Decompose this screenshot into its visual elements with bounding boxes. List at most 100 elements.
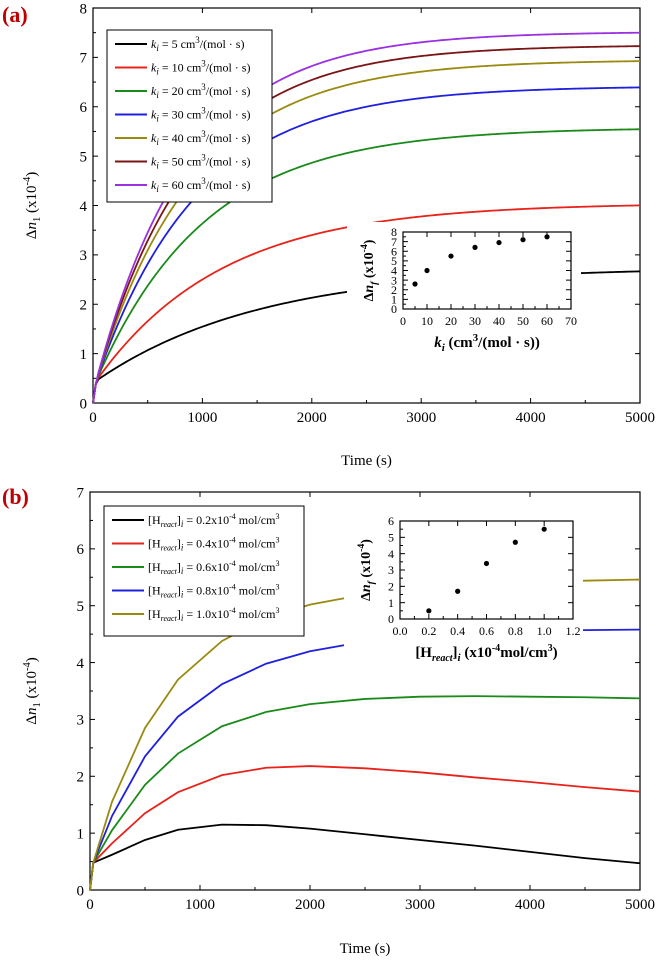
panel-b-legend: [Hreact]i = 0.2x10-4 mol/cm3 [Hreact]i = … (103, 505, 305, 637)
panel-a-inset-point (544, 234, 550, 240)
panel-b-inset-y-axis-label: Δnf (x10-4) (356, 539, 377, 601)
panel-b-y-tick-label: 2 (77, 770, 85, 786)
panel-a-y-tick-label: 8 (80, 1, 88, 17)
panel-a-y-tick-label: 7 (80, 51, 88, 67)
panel-b-inset-x-tick-label: 1.2 (566, 624, 581, 638)
panel-b-x-axis-label: Time (s) (340, 941, 391, 957)
panel-a-inset-y-tick-label: 7 (391, 235, 397, 249)
panel-b-legend-entry-2: [Hreact]i = 0.4x10-4 mol/cm3 (148, 536, 279, 553)
panel-b-inset-x-tick-label: 0.6 (479, 624, 494, 638)
panel-b-inset-x-tick-label: 1.0 (537, 624, 552, 638)
panel-b-x-tick-label: 5000 (625, 897, 655, 913)
panel-b-inset-plot-frame (399, 520, 574, 620)
panel-b-inset-x-axis-label: [Hreact]i (x10-4mol/cm3) (415, 643, 557, 664)
panel-b: (b) 0 1000 2000 3000 4000 5000 0 1 2 3 4 5 6 7 Time (s)… (2, 484, 655, 957)
panel-a-label: (a) (2, 2, 28, 27)
panel-b-legend-entry-1: [Hreact]i = 0.2x10-4 mol/cm3 (148, 512, 279, 529)
panel-a-legend-entry-7: ki = 60 cm3/(mol · s) (151, 176, 250, 194)
panel-a-x-tick-label: 2000 (297, 410, 327, 426)
panel-b-y-tick-label: 1 (77, 826, 85, 842)
panel-a-inset-y-tick-label: 4 (391, 264, 397, 278)
panel-a-y-tick-label: 6 (80, 100, 88, 116)
panel-a-y-tick-label: 0 (80, 396, 88, 412)
panel-b-label: (b) (2, 484, 29, 509)
panel-b-series-line-3 (89, 695, 641, 891)
panel-b-inset-y-tick-label: 3 (388, 563, 394, 577)
panel-b-inset-y-tick-label: 5 (388, 531, 394, 545)
panel-a-x-tick-label: 5000 (625, 410, 655, 426)
panel-b-inset-y-tick-label: 0 (388, 612, 394, 626)
panel-a-inset-x-tick-label: 10 (421, 314, 433, 328)
panel-a-y-tick-label: 4 (80, 199, 88, 215)
panel-a-x-tick-label: 0 (89, 410, 97, 426)
panel-a-series-line-4 (92, 86, 641, 404)
panel-a-y-tick-label: 2 (80, 298, 88, 314)
panel-a-legend-entry-3: ki = 20 cm3/(mol · s) (151, 82, 250, 100)
panel-a-inset-y-tick-label: 8 (391, 225, 397, 239)
panel-b-legend-entry-5: [Hreact]i = 1.0x10-4 mol/cm3 (148, 606, 279, 623)
panel-a-inset-point (448, 253, 454, 259)
panel-a-inset-y-tick-label: 6 (391, 244, 397, 258)
panel-b-y-tick-label: 6 (77, 542, 85, 558)
panel-a-legend-box (106, 29, 273, 203)
panel-a-inset-point (424, 267, 430, 274)
panel-a-inset-x-tick-label: 60 (541, 314, 553, 328)
panel-a-y-axis-label: Δn1 (x10-4) (22, 172, 43, 239)
panel-a-inset-y-tick-label: 2 (391, 283, 397, 297)
panel-a-inset-x-tick-label: 30 (469, 314, 481, 328)
panel-a-inset-point (496, 239, 502, 246)
panel-b-legend-entry-3: [Hreact]i = 0.6x10-4 mol/cm3 (148, 559, 279, 576)
panel-a-inset-y-tick-label: 3 (391, 273, 397, 287)
panel-b-inset-y-tick-label: 4 (388, 547, 394, 561)
panel-b-y-axis-label: Δn1 (x10-4) (22, 657, 43, 724)
panel-b-inset-y-tick-label: 1 (388, 596, 394, 610)
panel-a-inset-y-tick-label: 0 (391, 302, 397, 316)
panel-a-y-tick-label: 5 (80, 149, 88, 165)
panel-a-y-tick-label: 1 (80, 347, 88, 363)
panel-b-x-tick-label: 1000 (185, 897, 215, 913)
panel-b-inset-x-tick-label: 0.2 (421, 624, 436, 638)
panel-b-inset-point (483, 560, 490, 567)
panel-a-x-tick-label: 1000 (187, 410, 217, 426)
panel-b-series-line-1 (89, 823, 641, 891)
panel-a-inset-x-tick-label: 50 (517, 314, 529, 328)
panel-b-inset-point (512, 539, 518, 545)
panel-a-inset-x-tick-label: 0 (400, 314, 406, 328)
panel-b-inset-y-tick-label: 2 (388, 580, 394, 594)
panel-b-inset-x-tick-label: 0.4 (450, 624, 465, 638)
panel-b-inset-x-tick-label: 0.0 (393, 624, 408, 638)
panel-b-inset-point (541, 526, 547, 532)
panel-b-y-tick-label: 7 (77, 485, 85, 501)
panel-a-legend: ki = 5 cm3/(mol · s) ki = 10 cm3/(mol · s… (106, 29, 273, 203)
panel-a-inset-x-tick-label: 40 (493, 314, 505, 328)
panel-a-inset-x-tick-label: 70 (565, 314, 577, 328)
panel-a-legend-entry-6: ki = 50 cm3/(mol · s) (151, 153, 250, 171)
panel-b-x-tick-label: 3000 (405, 897, 435, 913)
panel-b-y-tick-label: 5 (77, 599, 85, 615)
panel-a-inset-plot-frame (402, 231, 572, 310)
panel-b-inset-point (426, 608, 432, 614)
panel-b-inset-y-tick-label: 6 (388, 514, 394, 528)
panel-a-inset-point (472, 244, 478, 250)
panel-a-inset-point (412, 281, 418, 287)
panel-a-series-line-3 (92, 128, 641, 404)
panel-a-legend-entry-5: ki = 40 cm3/(mol · s) (151, 129, 250, 147)
panel-a-inset-point (520, 237, 526, 243)
panel-b-y-tick-label: 0 (77, 883, 85, 899)
panel-a-inset-y-tick-label: 1 (391, 293, 397, 307)
panel-b-y-tick-label: 3 (77, 713, 85, 729)
panel-a-y-tick-label: 3 (80, 248, 88, 264)
panel-b-inset-point (455, 588, 461, 594)
panel-a-inset-y-tick-label: 5 (391, 254, 397, 268)
panel-a-inset-x-axis-label: ki (cm3/(mol · s)) (434, 332, 540, 354)
panel-a-x-tick-label: 4000 (516, 410, 546, 426)
panel-b-x-tick-label: 0 (86, 897, 94, 913)
panel-b-inset-x-tick-label: 0.8 (508, 624, 523, 638)
panel-b-inset: 0.0 0.2 0.4 0.6 0.8 1.0 1.2 0 1 2 3 4 5 6 [Hreact]i (x… (344, 511, 583, 669)
panel-a-legend-entry-4: ki = 30 cm3/(mol · s) (151, 106, 250, 124)
panel-a-inset-y-axis-label: Δnf (x10-4) (359, 239, 380, 301)
panel-a-inset-x-tick-label: 20 (445, 314, 457, 328)
panel-b-x-tick-label: 2000 (295, 897, 325, 913)
